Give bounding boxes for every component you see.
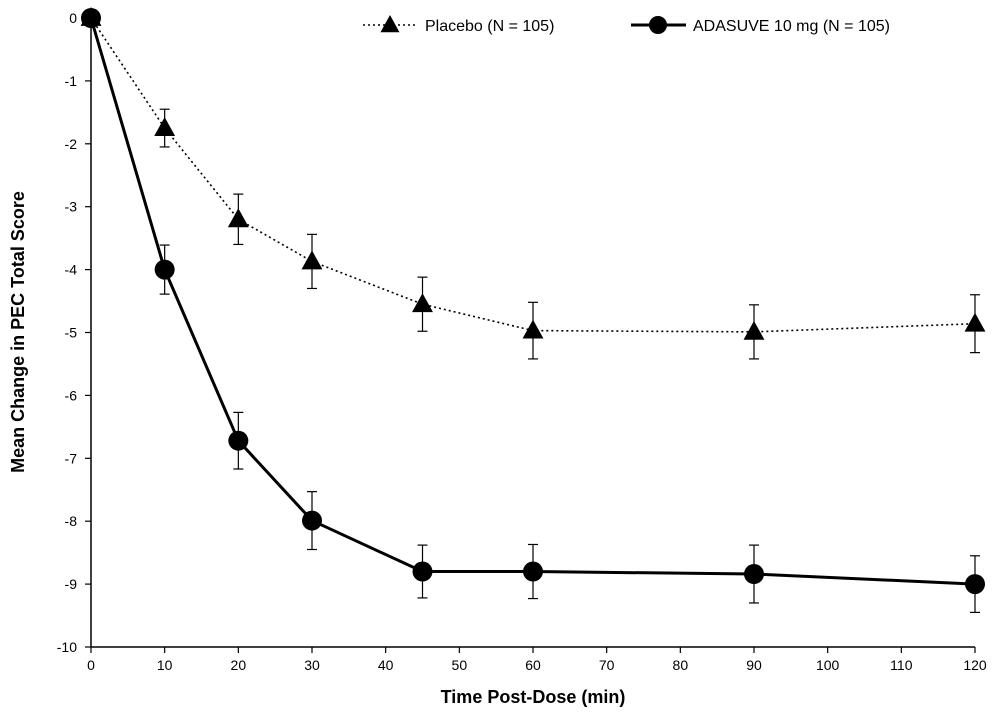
triangle-marker (301, 250, 323, 270)
series-placebo (80, 7, 986, 360)
x-tick-label: 40 (378, 657, 394, 673)
x-tick-label: 20 (231, 657, 247, 673)
triangle-marker (380, 15, 400, 33)
triangle-marker (154, 117, 176, 136)
legend-label: Placebo (N = 105) (425, 18, 554, 35)
circle-marker (965, 574, 985, 595)
circle-marker (744, 564, 764, 585)
x-tick-label: 60 (525, 657, 541, 673)
circle-marker (154, 259, 175, 280)
x-tick-label: 90 (746, 657, 762, 673)
circle-marker (412, 561, 433, 582)
circle-marker (302, 510, 322, 531)
triangle-marker (743, 320, 765, 340)
y-tick-label: 0 (69, 10, 77, 26)
x-tick-label: 80 (673, 657, 689, 673)
x-axis-title: Time Post-Dose (min) (441, 687, 626, 707)
legend-item-adasuve: ADASUVE 10 mg (N = 105) (631, 16, 890, 35)
y-axis-title: Mean Change in PEC Total Score (8, 191, 28, 473)
legend-item-placebo: Placebo (N = 105) (363, 15, 554, 35)
series-adasuve (81, 8, 985, 614)
y-tick-label: -4 (65, 262, 78, 278)
series-line (89, 17, 976, 586)
y-tick-label: -5 (65, 325, 78, 341)
legend: Placebo (N = 105) ADASUVE 10 mg (N = 105) (363, 15, 890, 35)
y-tick-label: -9 (65, 576, 78, 592)
y-tick-label: -10 (57, 639, 77, 655)
triangle-marker (964, 312, 986, 332)
series-line (90, 17, 976, 333)
x-tick-label: 110 (890, 657, 913, 673)
x-tick-label: 30 (304, 657, 320, 673)
x-tick-label: 10 (157, 657, 173, 673)
triangle-marker (412, 293, 433, 313)
circle-marker (81, 8, 101, 28)
legend-label: ADASUVE 10 mg (N = 105) (693, 18, 890, 35)
x-tick-label: 70 (599, 657, 615, 673)
circle-marker (523, 561, 543, 582)
axes: 0 -1 -2 -3 -4 -5 -6 -7 -8 -9 -10 0 10 20 30 40 50 60 70 80 9… (57, 10, 987, 673)
y-tick-label: -3 (65, 199, 78, 215)
x-tick-label: 120 (963, 657, 987, 673)
y-tick-label: -6 (65, 387, 78, 403)
triangle-marker (522, 319, 544, 339)
y-tick-label: -1 (65, 73, 78, 89)
x-tick-label: 0 (87, 657, 95, 673)
series-layer (80, 7, 986, 614)
y-tick-label: -7 (65, 450, 78, 466)
x-tick-label: 50 (452, 657, 468, 673)
y-tick-label: -8 (65, 513, 78, 529)
x-tick-label: 100 (816, 657, 840, 673)
circle-marker (649, 16, 667, 34)
y-tick-label: -2 (65, 136, 78, 152)
triangle-marker (227, 208, 249, 228)
circle-marker (228, 430, 249, 451)
